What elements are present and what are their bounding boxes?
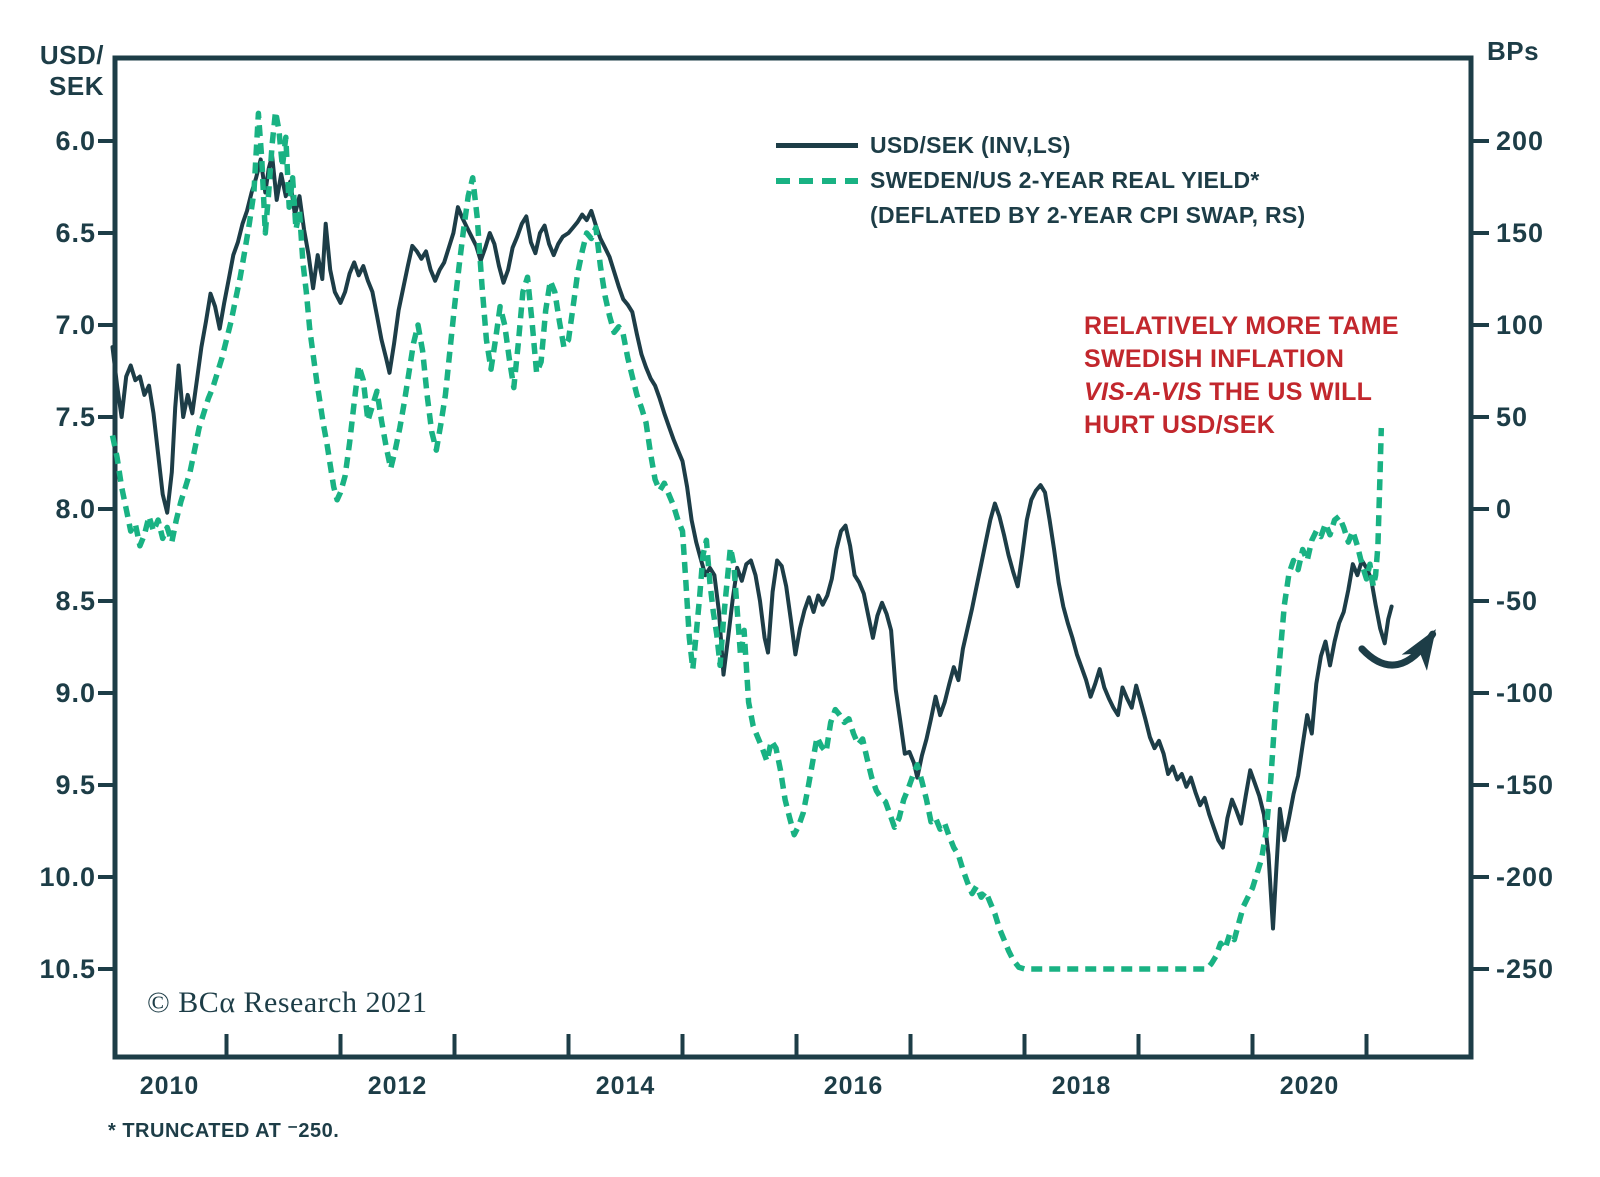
annotation-line: VIS-A-VIS THE US WILL	[1084, 378, 1373, 406]
left-axis-tick-label: 7.5	[55, 402, 96, 432]
left-axis-tick-label: 10.0	[39, 862, 96, 892]
x-axis-tick-label: 2014	[595, 1072, 656, 1100]
legend-item: USD/SEK (INV,LS)	[776, 128, 1305, 163]
right-axis-tick-label: 150	[1496, 218, 1545, 248]
trend-arrow	[1358, 629, 1437, 671]
legend-solid-line-swatch	[776, 143, 858, 148]
left-axis-tick-label: 8.5	[55, 586, 96, 616]
right-axis-tick-label: -250	[1496, 954, 1555, 984]
copyright: © BCα Research 2021	[147, 986, 428, 1019]
right-axis-tick-label: 200	[1496, 126, 1545, 156]
right-axis-tick-label: 0	[1496, 494, 1513, 524]
x-axis-tick-label: 2020	[1279, 1072, 1340, 1100]
annotation-line: HURT USD/SEK	[1084, 411, 1276, 439]
x-axis-tick-label: 2018	[1051, 1072, 1112, 1100]
left-axis-tick-label: 9.5	[55, 770, 96, 800]
right-axis-tick-label: 50	[1496, 402, 1529, 432]
left-axis-title-line2: SEK	[49, 71, 104, 101]
annotation-line: SWEDISH INFLATION	[1084, 345, 1345, 373]
legend-label: SWEDEN/US 2-YEAR REAL YIELD*	[870, 167, 1260, 193]
right-axis-tick-label: -100	[1496, 678, 1555, 708]
right-axis-tick-label: 100	[1496, 310, 1545, 340]
legend-label: (DEFLATED BY 2-YEAR CPI SWAP, RS)	[870, 202, 1306, 228]
left-axis-title: USD/ SEK	[34, 40, 104, 102]
right-axis-title: BPs	[1487, 36, 1540, 66]
legend: USD/SEK (INV,LS) SWEDEN/US 2-YEAR REAL YI…	[776, 128, 1305, 233]
legend-label: USD/SEK (INV,LS)	[870, 132, 1071, 158]
legend-dashed-line-swatch	[776, 177, 858, 184]
left-axis-tick-label: 6.5	[55, 218, 96, 248]
right-axis-tick-label: -50	[1496, 586, 1539, 616]
right-axis-tick-label: -200	[1496, 862, 1555, 892]
right-axis-tick-label: -150	[1496, 770, 1555, 800]
x-axis-tick-label: 2010	[139, 1072, 200, 1100]
x-axis-tick-label: 2016	[823, 1072, 884, 1100]
series-usdsek-line	[110, 153, 1394, 931]
x-axis-tick-label: 2012	[367, 1072, 428, 1100]
legend-item: SWEDEN/US 2-YEAR REAL YIELD*	[776, 163, 1305, 198]
annotation-line: RELATIVELY MORE TAME	[1084, 312, 1399, 340]
series-real-yield-line	[109, 108, 1385, 972]
annotation-callout: RELATIVELY MORE TAME SWEDISH INFLATION VIS…	[1084, 310, 1399, 442]
footnote: * TRUNCATED AT ⁻250.	[108, 1120, 340, 1142]
left-axis-tick-label: 7.0	[55, 310, 96, 340]
plot-border	[112, 55, 1474, 1060]
left-axis-title-line1: USD/	[39, 40, 104, 70]
left-axis-tick-label: 6.0	[55, 126, 96, 156]
left-axis-tick-label: 10.5	[39, 954, 96, 984]
left-axis-tick-label: 8.0	[55, 494, 96, 524]
left-axis-tick-label: 9.0	[55, 678, 96, 708]
legend-item: (DEFLATED BY 2-YEAR CPI SWAP, RS)	[776, 198, 1305, 233]
